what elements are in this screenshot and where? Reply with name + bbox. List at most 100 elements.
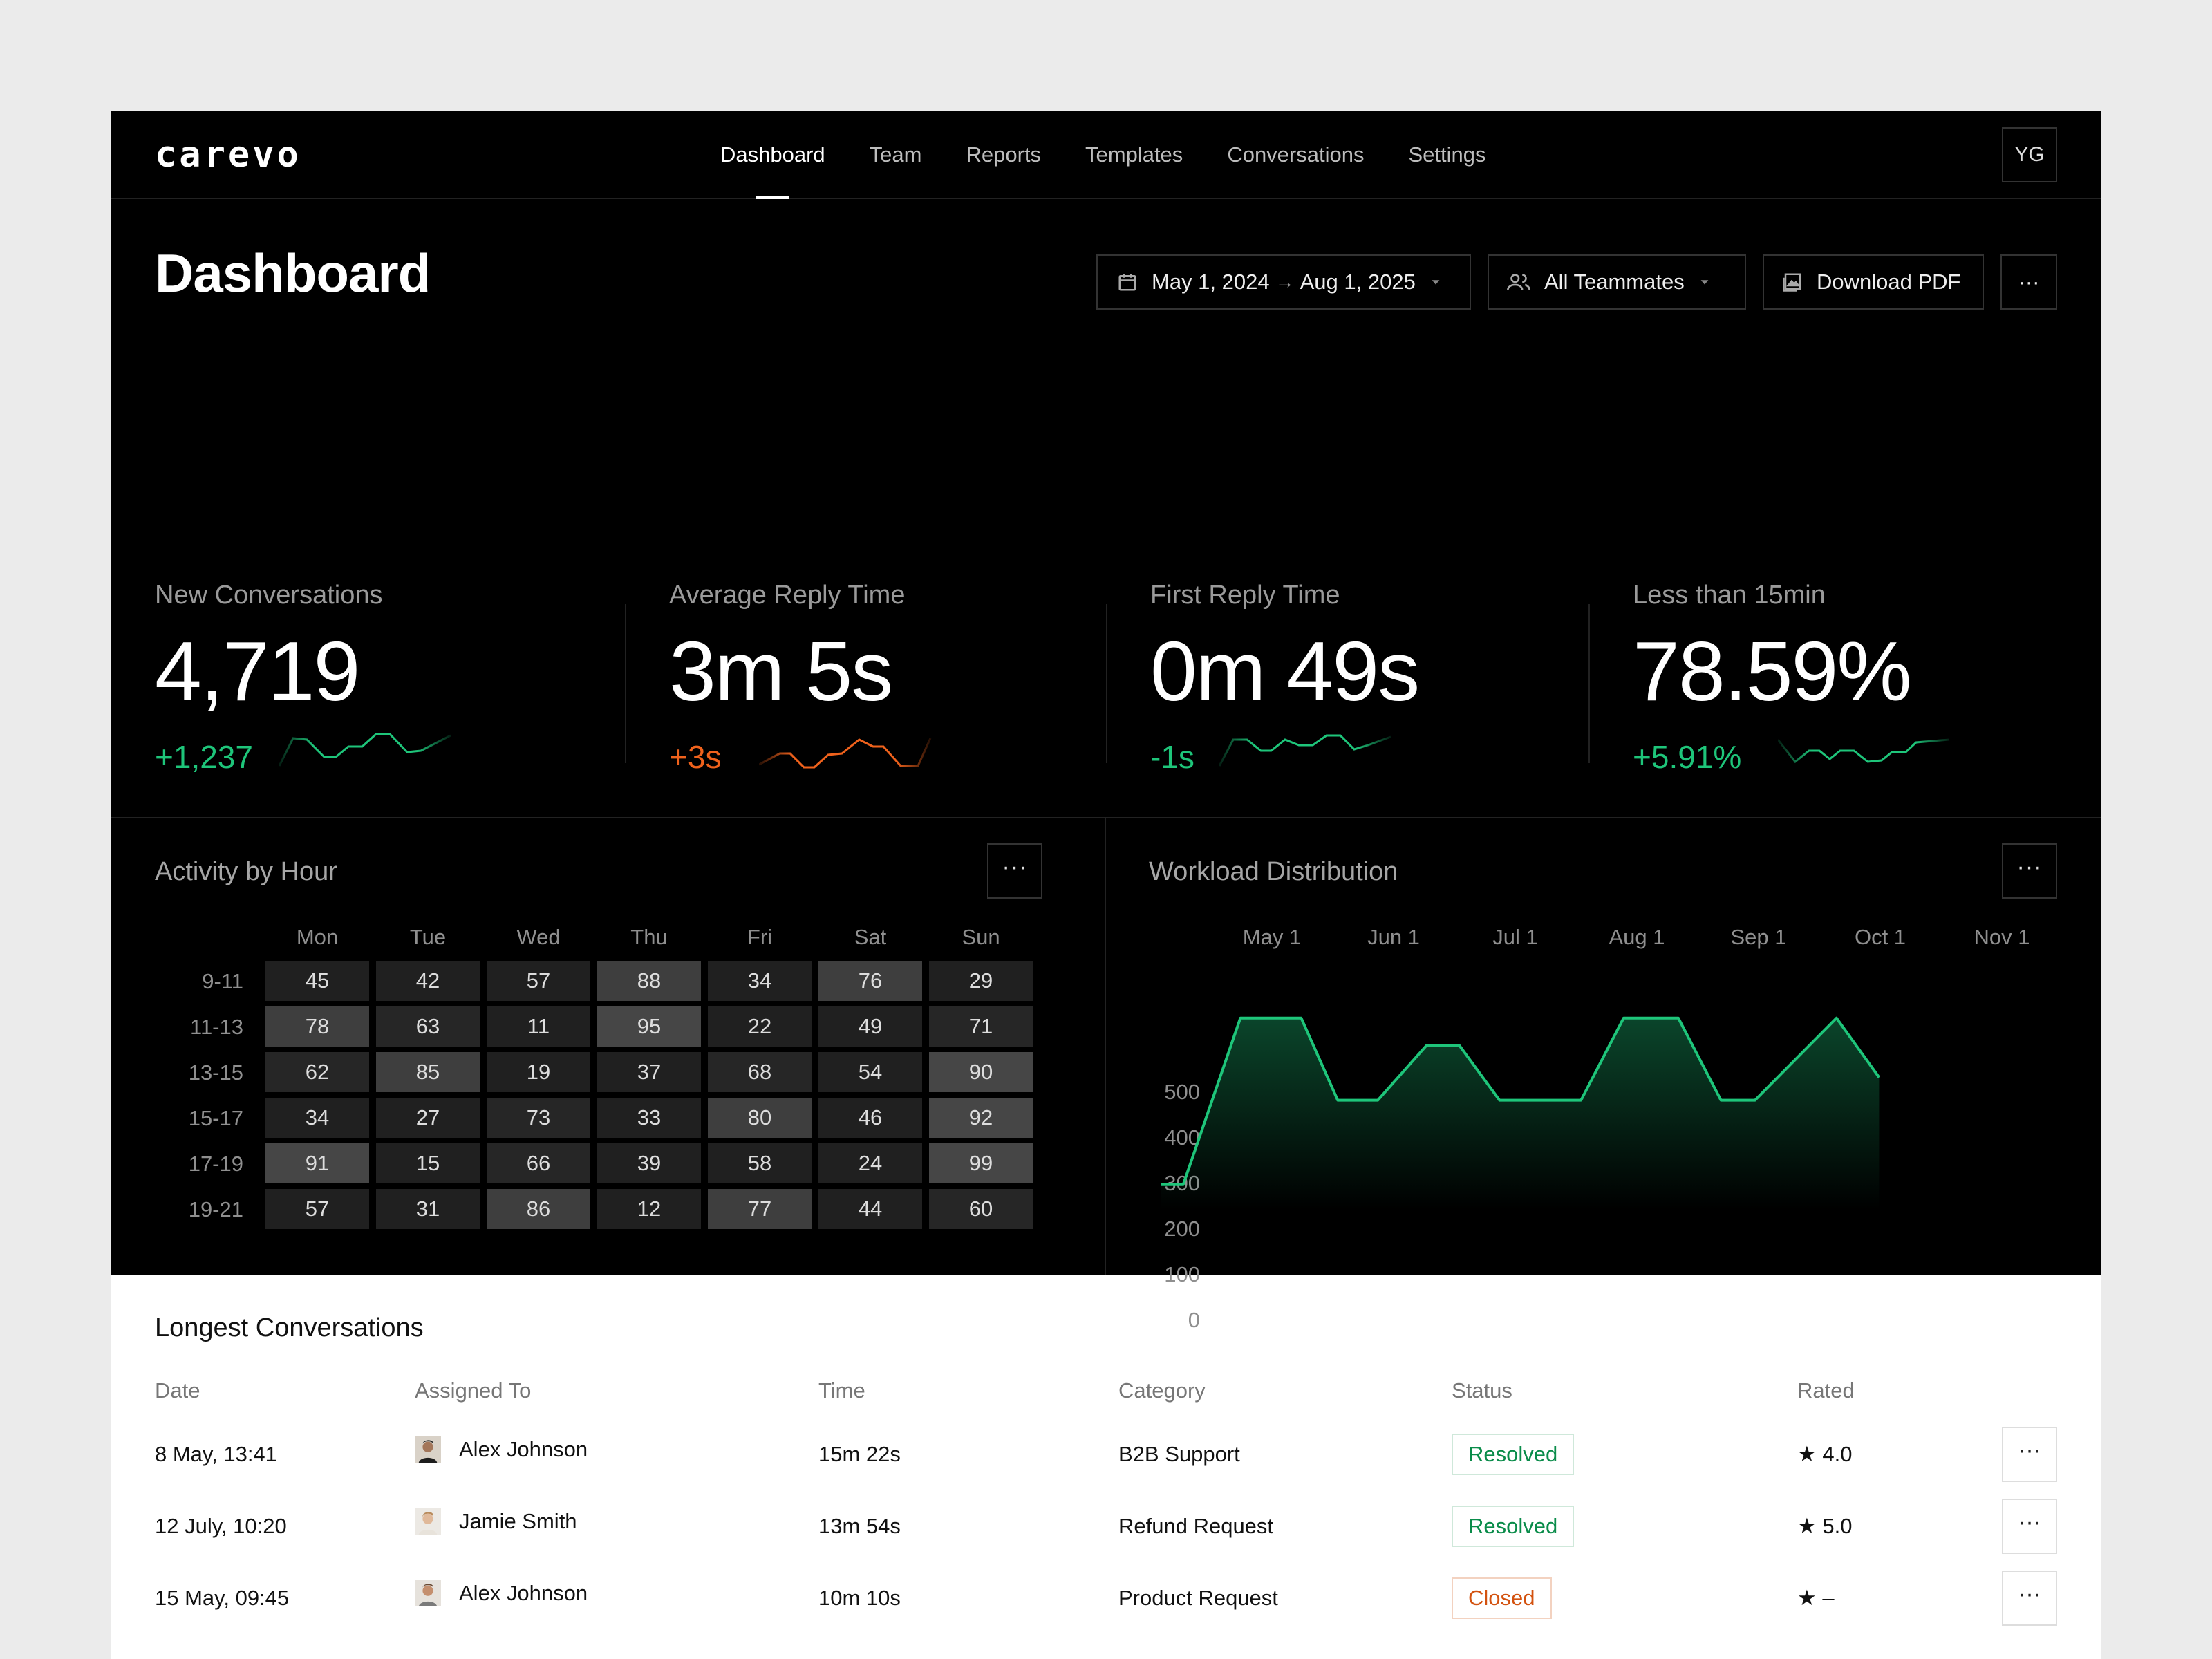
heatmap-cell[interactable]: 42 (376, 961, 480, 1001)
heatmap-cell[interactable]: 44 (818, 1189, 922, 1229)
sparkline (1219, 734, 1391, 767)
heatmap-cell[interactable]: 80 (708, 1098, 812, 1138)
heatmap-cell[interactable]: 57 (487, 961, 590, 1001)
heatmap-cell[interactable]: 63 (376, 1006, 480, 1047)
heatmap-cell[interactable]: 92 (929, 1098, 1033, 1138)
heatmap-cell[interactable]: 24 (818, 1143, 922, 1183)
workload-more-button[interactable]: ··· (2002, 843, 2057, 899)
x-tick-label: Jul 1 (1492, 925, 1538, 949)
heatmap-cell[interactable]: 33 (597, 1098, 701, 1138)
heatmap-cell[interactable]: 11 (487, 1006, 590, 1047)
heatmap-cell[interactable]: 58 (708, 1143, 812, 1183)
heatmap-hour-label: 9-11 (202, 969, 243, 993)
column-header-assigned-to[interactable]: Assigned To (415, 1378, 532, 1403)
arrow-right-icon: → (1275, 271, 1295, 292)
heatmap-cell[interactable]: 57 (265, 1189, 369, 1229)
metric-new-conversations: New Conversations 4,719 +1,237 (155, 581, 597, 788)
heatmap-cell[interactable]: 15 (376, 1143, 480, 1183)
avatar (415, 1508, 441, 1535)
heatmap-cell[interactable]: 37 (597, 1052, 701, 1092)
column-header-rated[interactable]: Rated (1797, 1378, 1855, 1403)
workload-chart (1161, 1016, 1881, 1210)
heatmap-cell[interactable]: 86 (487, 1189, 590, 1229)
metric-label: First Reply Time (1150, 581, 1340, 610)
heatmap-cell[interactable]: 45 (265, 961, 369, 1001)
row-more-button[interactable]: ··· (2002, 1499, 2057, 1554)
heatmap-cell[interactable]: 88 (597, 961, 701, 1001)
heatmap-day-label: Mon (296, 925, 339, 949)
cell-rating: ★ 5.0 (1797, 1514, 1853, 1539)
metric-value: 78.59% (1633, 624, 1912, 718)
heatmap-cell[interactable]: 49 (818, 1006, 922, 1047)
column-header-category[interactable]: Category (1118, 1378, 1206, 1403)
nav-dashboard[interactable]: Dashboard (698, 111, 847, 199)
column-header-date[interactable]: Date (155, 1378, 200, 1403)
heatmap-day-label: Thu (630, 925, 668, 949)
column-header-status[interactable]: Status (1452, 1378, 1512, 1403)
metric-label: New Conversations (155, 581, 383, 610)
top-nav: carevo Dashboard Team Reports Templates … (111, 111, 2101, 199)
heatmap-cell[interactable]: 60 (929, 1189, 1033, 1229)
heatmap-cell[interactable]: 34 (265, 1098, 369, 1138)
column-header-time[interactable]: Time (818, 1378, 865, 1403)
metric-value: 3m 5s (669, 624, 893, 718)
download-pdf-label: Download PDF (1817, 270, 1961, 294)
heatmap-cell[interactable]: 29 (929, 961, 1033, 1001)
row-more-button[interactable]: ··· (2002, 1427, 2057, 1482)
workload-title: Workload Distribution (1149, 857, 1398, 886)
heatmap-cell[interactable]: 19 (487, 1052, 590, 1092)
cell-assignee: Jamie Smith (415, 1508, 577, 1535)
users-icon (1507, 274, 1530, 290)
activity-more-button[interactable]: ··· (987, 843, 1042, 899)
heatmap-cell[interactable]: 31 (376, 1189, 480, 1229)
heatmap-cell[interactable]: 68 (708, 1052, 812, 1092)
heatmap-cell[interactable]: 78 (265, 1006, 369, 1047)
cell-category: B2B Support (1118, 1442, 1240, 1466)
teammates-filter[interactable]: All Teammates (1488, 254, 1746, 310)
heatmap-cell[interactable]: 34 (708, 961, 812, 1001)
date-range-picker[interactable]: May 1, 2024 → Aug 1, 2025 (1096, 254, 1471, 310)
nav-settings[interactable]: Settings (1408, 142, 1486, 167)
more-icon: ··· (2018, 1437, 2041, 1463)
heatmap-cell[interactable]: 91 (265, 1143, 369, 1183)
rating-value: 4.0 (1822, 1442, 1853, 1466)
heatmap-cell[interactable]: 22 (708, 1006, 812, 1047)
cell-date: 8 May, 13:41 (155, 1442, 277, 1466)
logo[interactable]: carevo (155, 134, 301, 176)
heatmap-cell[interactable]: 46 (818, 1098, 922, 1138)
heatmap-cell[interactable]: 77 (708, 1189, 812, 1229)
y-tick-label: 200 (1164, 1217, 1200, 1241)
heatmap-cell[interactable]: 90 (929, 1052, 1033, 1092)
status-badge: Resolved (1452, 1506, 1575, 1547)
heatmap-cell[interactable]: 73 (487, 1098, 590, 1138)
teammates-label: All Teammates (1544, 270, 1685, 294)
heatmap-cell[interactable]: 85 (376, 1052, 480, 1092)
user-avatar-button[interactable]: YG (2002, 127, 2057, 182)
row-more-button[interactable]: ··· (2002, 1571, 2057, 1626)
nav-conversations[interactable]: Conversations (1227, 142, 1365, 167)
heatmap-cell[interactable]: 95 (597, 1006, 701, 1047)
heatmap-cell[interactable]: 71 (929, 1006, 1033, 1047)
x-tick-label: Nov 1 (1974, 925, 2030, 949)
cell-assignee: Alex Johnson (415, 1580, 588, 1606)
nav-team[interactable]: Team (869, 142, 922, 167)
heatmap-cell[interactable]: 54 (818, 1052, 922, 1092)
nav-reports[interactable]: Reports (966, 142, 1042, 167)
dark-section: carevo Dashboard Team Reports Templates … (111, 111, 2101, 1332)
heatmap-cell[interactable]: 99 (929, 1143, 1033, 1183)
activity-title: Activity by Hour (155, 857, 337, 886)
avatar (415, 1436, 441, 1463)
heatmap-cell[interactable]: 27 (376, 1098, 480, 1138)
nav-templates[interactable]: Templates (1085, 142, 1183, 167)
heatmap-cell[interactable]: 12 (597, 1189, 701, 1229)
heatmap-cell[interactable]: 62 (265, 1052, 369, 1092)
more-icon: ··· (1002, 854, 1028, 880)
heatmap-cell[interactable]: 76 (818, 961, 922, 1001)
metric-average-reply-time: Average Reply Time 3m 5s +3s (669, 581, 1112, 788)
more-icon: ··· (2016, 854, 2043, 880)
heatmap-cell[interactable]: 39 (597, 1143, 701, 1183)
heatmap-cell[interactable]: 66 (487, 1143, 590, 1183)
metric-delta: -1s (1150, 739, 1194, 775)
more-options-button[interactable]: ··· (2000, 254, 2057, 310)
download-pdf-button[interactable]: Download PDF (1763, 254, 1984, 310)
